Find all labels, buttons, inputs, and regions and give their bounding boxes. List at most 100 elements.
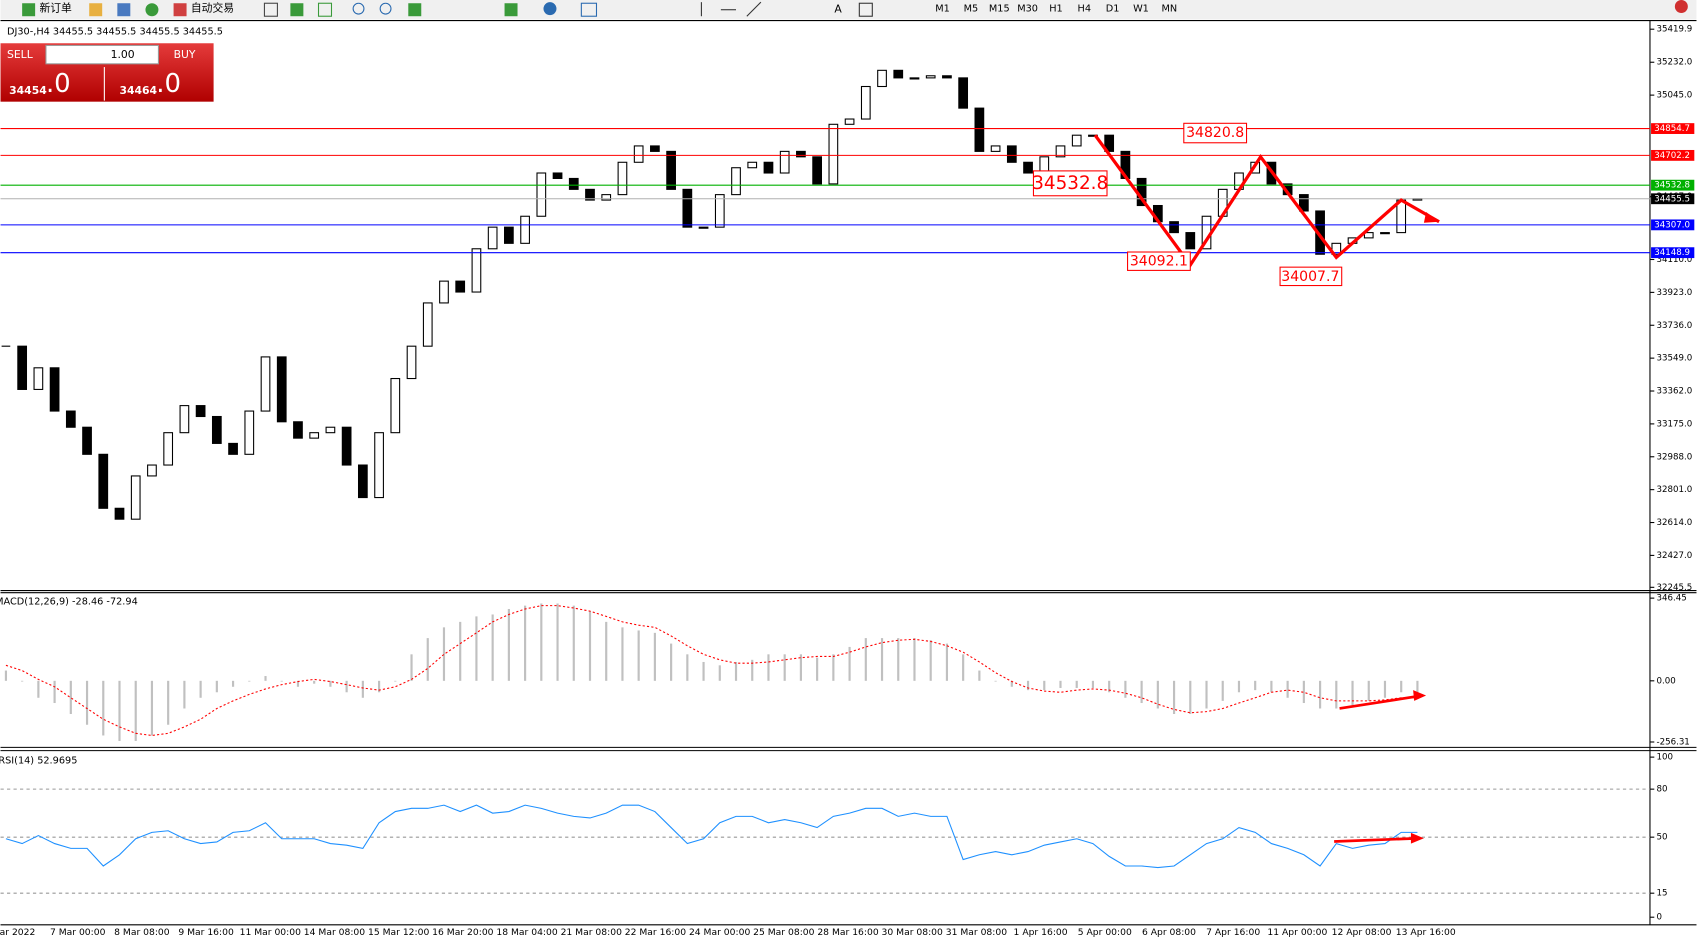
macd-bar bbox=[1416, 680, 1419, 693]
candle bbox=[747, 161, 758, 169]
candle bbox=[65, 410, 76, 428]
icon[interactable] bbox=[290, 3, 304, 17]
macd-bar bbox=[167, 680, 170, 725]
level-tag bbox=[1651, 123, 1695, 134]
macd-bar bbox=[378, 680, 381, 693]
annotation-box bbox=[1279, 266, 1343, 287]
y-tick-label: 33175.0 bbox=[1656, 419, 1692, 429]
text-tool[interactable]: A bbox=[834, 3, 842, 16]
candle bbox=[487, 226, 498, 250]
trade-panel: SELL 1.00 BUY 34454 .0 34464 .0 bbox=[0, 43, 214, 102]
icon[interactable] bbox=[263, 2, 278, 17]
timeframe-button[interactable]: H1 bbox=[1049, 4, 1063, 15]
timeframe-button[interactable]: MN bbox=[1161, 4, 1177, 15]
timeframe-button[interactable]: M30 bbox=[1017, 4, 1038, 15]
candle bbox=[812, 156, 823, 185]
macd-bar bbox=[1172, 680, 1176, 714]
arrow-head bbox=[1423, 211, 1440, 223]
macd-bar bbox=[313, 680, 316, 684]
x-tick-label: 11 Apr 00:00 bbox=[1267, 927, 1327, 938]
y-tick-label: 80 bbox=[1656, 785, 1667, 795]
y-tick-label: 35045.0 bbox=[1656, 91, 1692, 101]
macd-bar bbox=[540, 603, 543, 681]
auto-trading-icon[interactable] bbox=[173, 3, 187, 17]
candle bbox=[455, 280, 466, 293]
tool[interactable] bbox=[746, 1, 762, 17]
alert-badge[interactable] bbox=[1674, 0, 1688, 13]
macd-bar bbox=[653, 632, 656, 681]
y-tick-label: 33923.0 bbox=[1656, 288, 1692, 298]
annotation-box bbox=[1127, 251, 1191, 271]
x-tick-label: 6 Apr 08:00 bbox=[1142, 927, 1196, 938]
timeframe-button[interactable]: M1 bbox=[935, 4, 950, 15]
candle bbox=[1380, 232, 1390, 235]
arrow-head bbox=[1410, 832, 1424, 844]
candle bbox=[974, 107, 985, 152]
buy-price[interactable]: 34464 bbox=[119, 84, 157, 97]
macd-bar bbox=[783, 654, 786, 681]
buy-button[interactable]: BUY bbox=[174, 48, 196, 61]
rsi-arrow bbox=[1334, 836, 1420, 843]
icon[interactable] bbox=[408, 3, 422, 17]
x-tick-label: 30 Mar 08:00 bbox=[882, 927, 943, 938]
sell-price[interactable]: 34454 bbox=[9, 84, 47, 97]
candle bbox=[147, 464, 157, 477]
level-label: 34854.7 bbox=[1654, 124, 1690, 134]
toolbar: 新订单 自动交易 A M1 M5 M15 M30 H1 H4 D1 W1 MN bbox=[0, 0, 1697, 20]
candle bbox=[374, 432, 384, 499]
candle bbox=[1169, 221, 1179, 234]
y-tick-label: 0.00 bbox=[1656, 676, 1675, 686]
zoom-in[interactable] bbox=[352, 2, 365, 15]
panel-frames bbox=[0, 20, 1697, 926]
candle bbox=[779, 150, 790, 174]
candle bbox=[877, 69, 887, 88]
tool[interactable] bbox=[858, 2, 873, 17]
timeframe-button[interactable]: D1 bbox=[1106, 4, 1120, 15]
candle bbox=[763, 161, 774, 174]
sell-button[interactable]: SELL bbox=[7, 48, 33, 61]
icon[interactable] bbox=[117, 3, 131, 17]
x-tick-label: 7 Mar 00:00 bbox=[50, 927, 106, 938]
y-tick-label: -256.31 bbox=[1656, 737, 1689, 747]
sell-price-tail[interactable]: .0 bbox=[46, 69, 71, 99]
icon[interactable] bbox=[145, 3, 159, 17]
buy-price-tail[interactable]: .0 bbox=[156, 69, 181, 99]
y-tick-label: 100 bbox=[1656, 753, 1673, 763]
candle bbox=[325, 426, 336, 434]
candle bbox=[422, 302, 433, 347]
x-tick-label: 22 Mar 16:00 bbox=[625, 927, 686, 938]
candle bbox=[893, 69, 904, 79]
icon[interactable] bbox=[580, 2, 598, 17]
icon[interactable] bbox=[504, 3, 518, 17]
macd-bar bbox=[69, 680, 72, 714]
candle bbox=[1363, 232, 1374, 239]
candle bbox=[633, 145, 644, 163]
macd-bar bbox=[670, 643, 673, 681]
macd-bar bbox=[394, 680, 397, 682]
timeframe-button[interactable]: M15 bbox=[989, 4, 1010, 15]
macd-bar bbox=[1335, 680, 1338, 709]
lot-value[interactable]: 1.00 bbox=[111, 48, 135, 61]
annotation-box bbox=[1183, 122, 1248, 144]
macd-bar bbox=[345, 680, 348, 693]
annotation: 34092.1 bbox=[1130, 254, 1188, 270]
macd-bar bbox=[475, 616, 478, 681]
zoom-out[interactable] bbox=[379, 2, 392, 15]
rsi-line bbox=[5, 804, 1418, 869]
lot-input[interactable] bbox=[45, 44, 159, 65]
icon[interactable] bbox=[543, 2, 557, 16]
y-tick-label: 35419.9 bbox=[1656, 25, 1692, 35]
new-order-icon[interactable] bbox=[22, 3, 36, 17]
candle bbox=[731, 167, 741, 196]
auto-trading-button[interactable]: 自动交易 bbox=[191, 1, 234, 15]
y-tick-label: 32245.5 bbox=[1656, 583, 1692, 593]
macd-bar bbox=[1367, 680, 1370, 701]
icon[interactable] bbox=[317, 2, 333, 17]
timeframe-button[interactable]: H4 bbox=[1078, 4, 1091, 15]
icon[interactable] bbox=[89, 3, 103, 17]
timeframe-button[interactable]: W1 bbox=[1133, 4, 1149, 15]
macd-arrow bbox=[1339, 694, 1424, 710]
x-tick-label: 28 Mar 16:00 bbox=[817, 927, 878, 938]
timeframe-button[interactable]: M5 bbox=[964, 4, 979, 15]
new-order-button[interactable]: 新订单 bbox=[39, 1, 72, 15]
